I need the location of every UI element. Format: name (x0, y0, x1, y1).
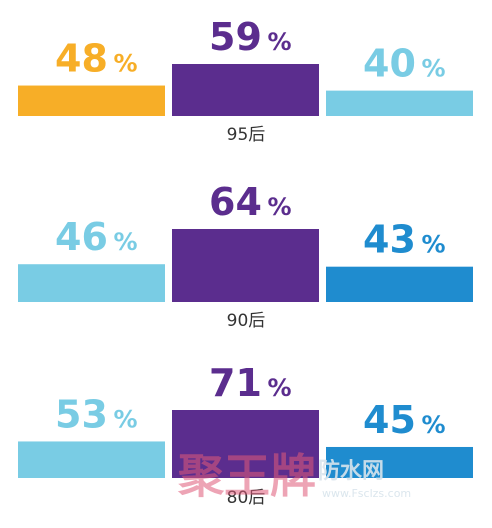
bar-group: 48 %59% 40 %95后 (18, 15, 473, 145)
bar-value-suffix: % (114, 228, 138, 256)
bar (172, 229, 319, 302)
bar-value-suffix: % (422, 231, 446, 259)
bar-value-suffix: % (422, 55, 446, 83)
bar-value-label: 53 (55, 392, 108, 436)
bar-value-label: 40 (363, 42, 416, 86)
bar-value-suffix: % (268, 28, 292, 56)
bar-value-suffix: % (114, 50, 138, 78)
bar (326, 446, 473, 478)
bar (326, 90, 473, 116)
bar-value-suffix: % (114, 405, 138, 433)
group-label: 80后 (227, 488, 266, 508)
group-label: 90后 (227, 311, 266, 331)
bar-value-label: 45 (363, 398, 416, 442)
bar-group: 46 %64 %43 %90后 (18, 180, 473, 331)
bar (18, 85, 165, 116)
bar-value-label: 64 (209, 180, 262, 224)
bar-value-label: 59 (209, 15, 262, 59)
bar-value-label: 48 (55, 37, 108, 81)
bar (172, 410, 319, 478)
bar-group: 53 %71 %45 %80后 (18, 361, 473, 508)
bar (18, 441, 165, 478)
bar-value-suffix: % (268, 374, 292, 402)
group-label: 95后 (227, 125, 266, 145)
bar-value-label: 71 (209, 361, 262, 405)
bar-value-suffix: % (422, 411, 446, 439)
bar (172, 64, 319, 116)
bar (18, 264, 165, 302)
bar-value-label: 46 (55, 215, 108, 259)
bar-value-label: 43 (363, 218, 416, 262)
bar (326, 266, 473, 302)
bar-value-suffix: % (268, 193, 292, 221)
